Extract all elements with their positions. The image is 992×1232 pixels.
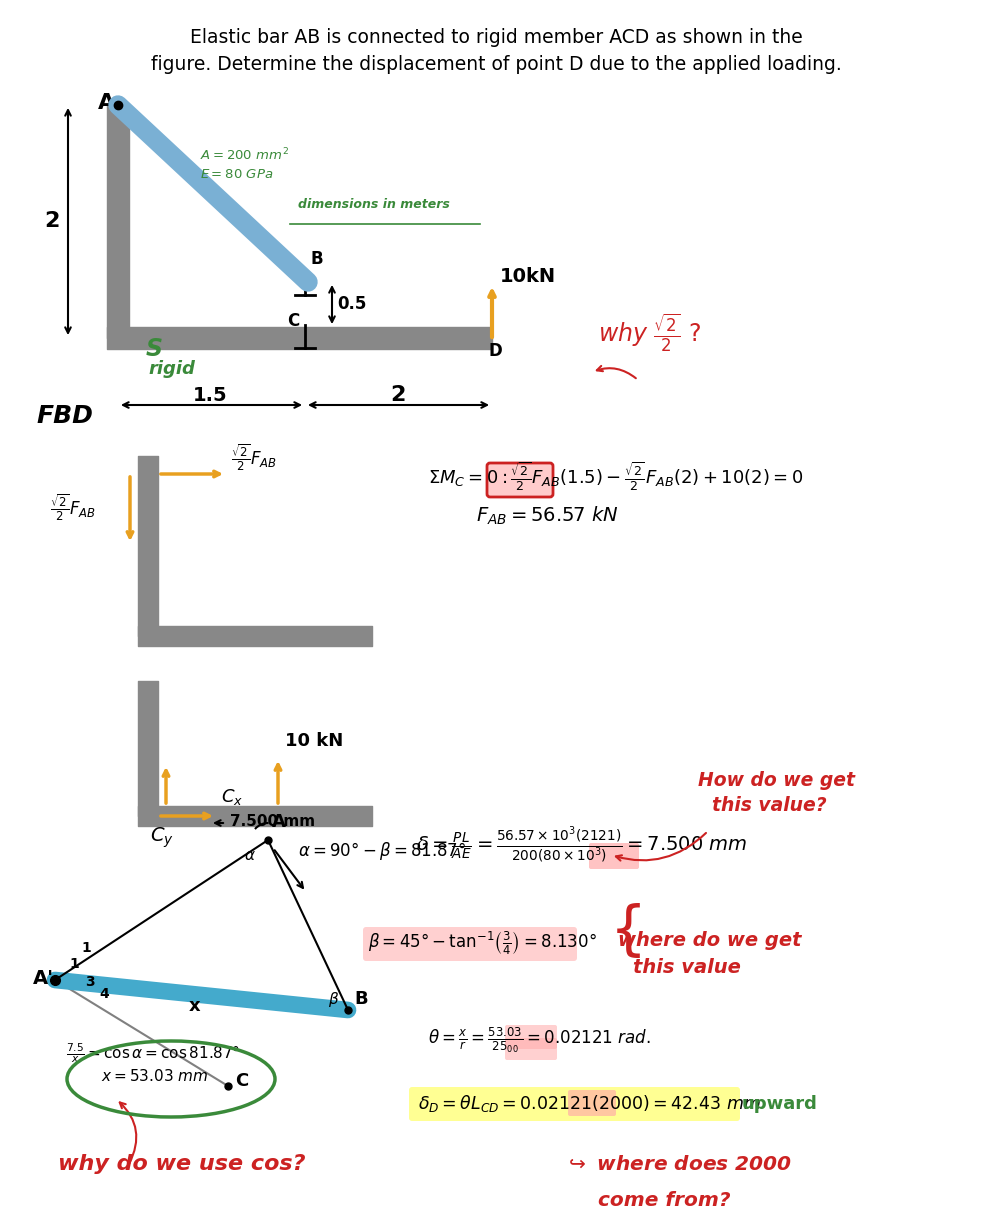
Text: 10 kN: 10 kN: [285, 732, 343, 750]
Text: $\beta$: $\beta$: [328, 991, 339, 1009]
Text: 1: 1: [81, 941, 90, 955]
Text: rigid: rigid: [148, 360, 194, 378]
FancyBboxPatch shape: [363, 926, 577, 961]
Text: $\theta = \frac{x}{r} = \frac{53.03}{25_{00}} = 0.02121\ rad.$: $\theta = \frac{x}{r} = \frac{53.03}{25_…: [428, 1025, 651, 1055]
Text: A: A: [272, 813, 286, 832]
FancyBboxPatch shape: [487, 463, 553, 496]
Text: FBD: FBD: [36, 404, 93, 428]
Text: B: B: [354, 991, 368, 1008]
Text: $\alpha = 90° - \beta = 81.87°$: $\alpha = 90° - \beta = 81.87°$: [298, 840, 466, 862]
Text: $C_x$: $C_x$: [221, 787, 243, 807]
FancyBboxPatch shape: [568, 1090, 616, 1116]
Text: 1.5: 1.5: [192, 386, 227, 405]
Text: A: A: [98, 92, 115, 113]
Text: $\Sigma M_C = 0: \frac{\sqrt{2}}{2}F_{AB}(1.5) - \frac{\sqrt{2}}{2}F_{AB}(2) + 1: $\Sigma M_C = 0: \frac{\sqrt{2}}{2}F_{AB…: [428, 461, 804, 493]
Text: where do we get: where do we get: [618, 931, 802, 950]
FancyBboxPatch shape: [589, 843, 639, 869]
Text: $\frac{\sqrt{2}}{2}F_{AB}$: $\frac{\sqrt{2}}{2}F_{AB}$: [50, 492, 96, 522]
Text: $x = 53.03\ mm$: $x = 53.03\ mm$: [101, 1068, 208, 1084]
Text: S: S: [146, 338, 163, 361]
Text: 2: 2: [390, 384, 406, 405]
Text: this value: this value: [633, 958, 741, 977]
Text: dimensions in meters: dimensions in meters: [298, 198, 450, 211]
Text: x: x: [189, 997, 200, 1015]
Text: 7.500 mm: 7.500 mm: [230, 814, 315, 829]
Text: How do we get: How do we get: [698, 771, 855, 790]
Text: $\frac{\sqrt{2}}{2}F_{AB}$: $\frac{\sqrt{2}}{2}F_{AB}$: [231, 442, 277, 473]
Text: $\beta = 45° - \tan^{-1}\!\left(\frac{3}{4}\right) = 8.130°$: $\beta = 45° - \tan^{-1}\!\left(\frac{3}…: [368, 929, 597, 957]
Text: this value?: this value?: [712, 796, 826, 816]
Text: figure. Determine the displacement of point D due to the applied loading.: figure. Determine the displacement of po…: [151, 55, 841, 74]
Text: A': A': [33, 970, 55, 988]
Text: 10kN: 10kN: [500, 267, 557, 286]
Text: $\delta = \frac{PL}{AE} = \frac{56.57 \times 10^3 (2121)}{200(80 \times 10^3)} =: $\delta = \frac{PL}{AE} = \frac{56.57 \t…: [416, 825, 748, 865]
Text: why do we use cos?: why do we use cos?: [58, 1154, 306, 1174]
Text: 1: 1: [69, 957, 78, 971]
Text: $E = 80\ GPa$: $E = 80\ GPa$: [200, 168, 274, 181]
Text: 3: 3: [85, 975, 94, 989]
Text: $F_{AB} = 56.57\ kN$: $F_{AB} = 56.57\ kN$: [476, 505, 619, 527]
Text: Elastic bar AB is connected to rigid member ACD as shown in the: Elastic bar AB is connected to rigid mem…: [189, 28, 803, 47]
Text: 0.5: 0.5: [337, 294, 366, 313]
FancyBboxPatch shape: [505, 1025, 557, 1048]
Text: upward: upward: [742, 1095, 817, 1112]
Text: $why\ \frac{\sqrt{2}}{2}\ ?$: $why\ \frac{\sqrt{2}}{2}\ ?$: [598, 310, 701, 354]
Text: $A= 200\ mm^2$: $A= 200\ mm^2$: [200, 147, 289, 163]
Text: $\alpha$: $\alpha$: [244, 848, 256, 862]
Text: 2: 2: [45, 211, 60, 232]
FancyBboxPatch shape: [505, 1039, 557, 1060]
FancyBboxPatch shape: [409, 1087, 740, 1121]
Text: $\delta_D = \theta L_{CD} = 0.02121(2000) = 42.43\ mm$: $\delta_D = \theta L_{CD} = 0.02121(2000…: [418, 1093, 761, 1114]
Text: B: B: [310, 250, 322, 269]
Text: $\frac{7.5}{x} = \cos\alpha = \cos 81.87°$: $\frac{7.5}{x} = \cos\alpha = \cos 81.87…: [66, 1042, 240, 1066]
Text: $\hookrightarrow$ where does 2000: $\hookrightarrow$ where does 2000: [565, 1156, 792, 1174]
Text: come from?: come from?: [598, 1191, 730, 1210]
Text: 4: 4: [99, 987, 109, 1000]
Text: D: D: [488, 342, 502, 360]
Text: C: C: [235, 1072, 248, 1090]
Text: {: {: [610, 903, 647, 960]
Text: C: C: [287, 312, 300, 330]
Text: $C_y$: $C_y$: [150, 825, 174, 850]
